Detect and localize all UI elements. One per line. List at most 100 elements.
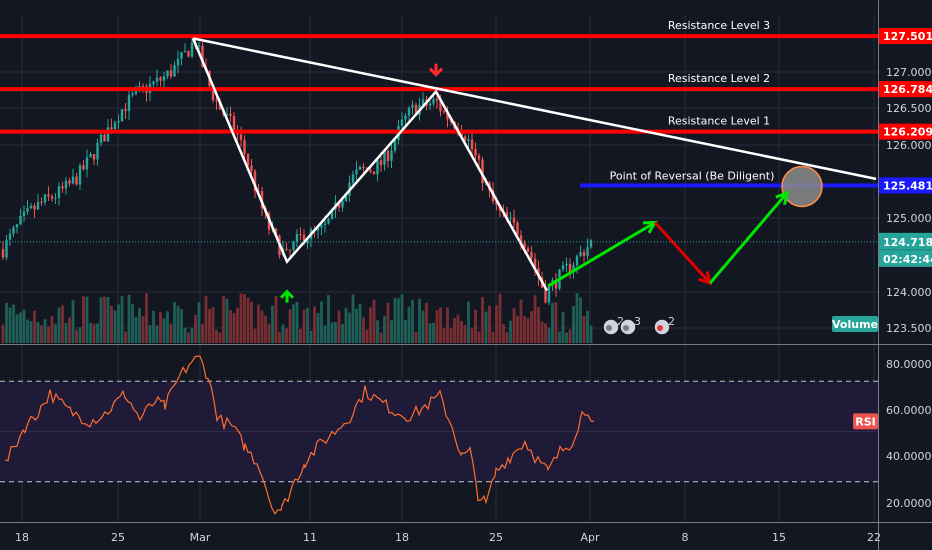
candle-body <box>243 139 246 154</box>
volume-bar <box>551 302 554 343</box>
time-tick-label: 18 <box>395 531 409 544</box>
candle-body <box>250 165 253 172</box>
candle-body <box>155 77 159 82</box>
candle-body <box>362 166 365 169</box>
volume-bar <box>194 314 197 343</box>
candle-body <box>579 252 582 256</box>
volume-bar <box>50 316 54 343</box>
candle-body <box>99 134 103 143</box>
candle-body <box>120 109 124 122</box>
volume-legend-box <box>832 316 878 332</box>
swing-zigzag <box>191 37 549 292</box>
volume-bar <box>586 310 589 343</box>
volume-bar <box>491 331 495 343</box>
volume-bar <box>530 311 533 343</box>
volume-bar <box>159 312 162 343</box>
rsi-line <box>4 355 595 515</box>
volume-bar <box>372 299 376 343</box>
volume-bar <box>173 302 176 343</box>
candle-body <box>589 240 593 248</box>
volume-bar <box>36 322 40 343</box>
volume-bar <box>124 331 127 343</box>
candle-body <box>470 139 474 149</box>
volume-bar <box>418 298 421 343</box>
candle-body <box>47 194 50 197</box>
volume-bar <box>554 302 558 343</box>
candle-body <box>26 208 29 212</box>
volume-bar <box>152 310 155 343</box>
volume-bar <box>579 297 582 343</box>
candle-body <box>533 258 537 268</box>
volume-bar <box>54 323 57 343</box>
candle-body <box>337 202 341 208</box>
candle-body <box>92 154 96 160</box>
candle-body <box>12 227 15 234</box>
candle-body <box>547 285 551 303</box>
volume-bar <box>19 312 22 343</box>
event-badge-count: 2 <box>617 315 624 328</box>
volume-bar <box>64 322 68 343</box>
volume-bar <box>229 310 232 343</box>
chart-annotations: Resistance Level 3 Resistance Level 2 Resi… <box>0 19 878 336</box>
event-badge-count: 2 <box>668 315 675 328</box>
candle-body <box>379 160 383 165</box>
volume-bar <box>110 305 113 343</box>
volume-bar <box>456 314 460 343</box>
time-axis[interactable]: 18 25 Mar 11 18 25 Apr 8 15 22 <box>0 522 932 545</box>
candle-body <box>519 235 523 243</box>
candle-body <box>29 205 33 209</box>
volume-bar <box>138 308 141 343</box>
candle-body <box>68 180 71 184</box>
volume-bar <box>428 323 432 343</box>
candle-body <box>376 160 379 175</box>
volume-bar <box>383 315 386 343</box>
price-tag-text: 126.209 <box>883 126 932 139</box>
candle-body <box>141 86 145 88</box>
candle-body <box>162 76 166 81</box>
volume-bar <box>68 317 71 343</box>
reversal-label: Point of Reversal (Be Diligent) <box>610 169 775 182</box>
candle-body <box>351 174 355 183</box>
price-axis[interactable]: 127.000 126.500 126.000 125.000 124.000 123.5… <box>853 0 932 550</box>
volume-bar <box>467 301 470 343</box>
volume-legend-label: Volume <box>832 318 878 331</box>
price-tick-label: 126.000 <box>886 139 932 152</box>
volume-bar <box>246 297 250 343</box>
rsi-tick-label: 60.0000 <box>886 404 932 417</box>
price-tick-label: 125.000 <box>886 212 932 225</box>
volume-bar <box>33 310 36 343</box>
volume-bar <box>386 302 390 343</box>
volume-bar <box>145 293 148 343</box>
candle-body <box>50 196 54 199</box>
price-tag-resistance-3 <box>879 28 932 45</box>
volume-bar <box>575 293 579 343</box>
volume-bar <box>526 318 530 343</box>
candle-body <box>523 242 526 249</box>
resistance-line-1 <box>0 129 878 134</box>
volume-bar <box>477 331 481 343</box>
volume-bar <box>379 332 383 343</box>
volume-bar <box>148 325 152 343</box>
time-tick-label: 22 <box>867 531 881 544</box>
countdown-text: 02:42:44 <box>883 253 932 266</box>
price-tag-text: 126.784 <box>883 83 932 96</box>
volume-bar <box>460 320 463 343</box>
volume-bar <box>365 329 369 343</box>
volume-bar <box>260 310 264 343</box>
volume-bar <box>502 324 505 343</box>
price-tag-resistance-1 <box>879 123 932 140</box>
volume-bar <box>306 307 309 343</box>
candle-body <box>15 224 19 228</box>
volume-bar <box>257 304 260 343</box>
candle-body <box>411 104 414 108</box>
volume-bar <box>425 302 428 343</box>
candle-body <box>229 113 232 116</box>
volume-bar <box>404 320 407 343</box>
volume-bar <box>488 305 491 343</box>
volume-bar <box>47 326 50 343</box>
volume-bar <box>330 322 334 343</box>
volume-bar <box>316 312 320 343</box>
volume-bar <box>481 297 484 343</box>
candle-body <box>509 217 512 219</box>
